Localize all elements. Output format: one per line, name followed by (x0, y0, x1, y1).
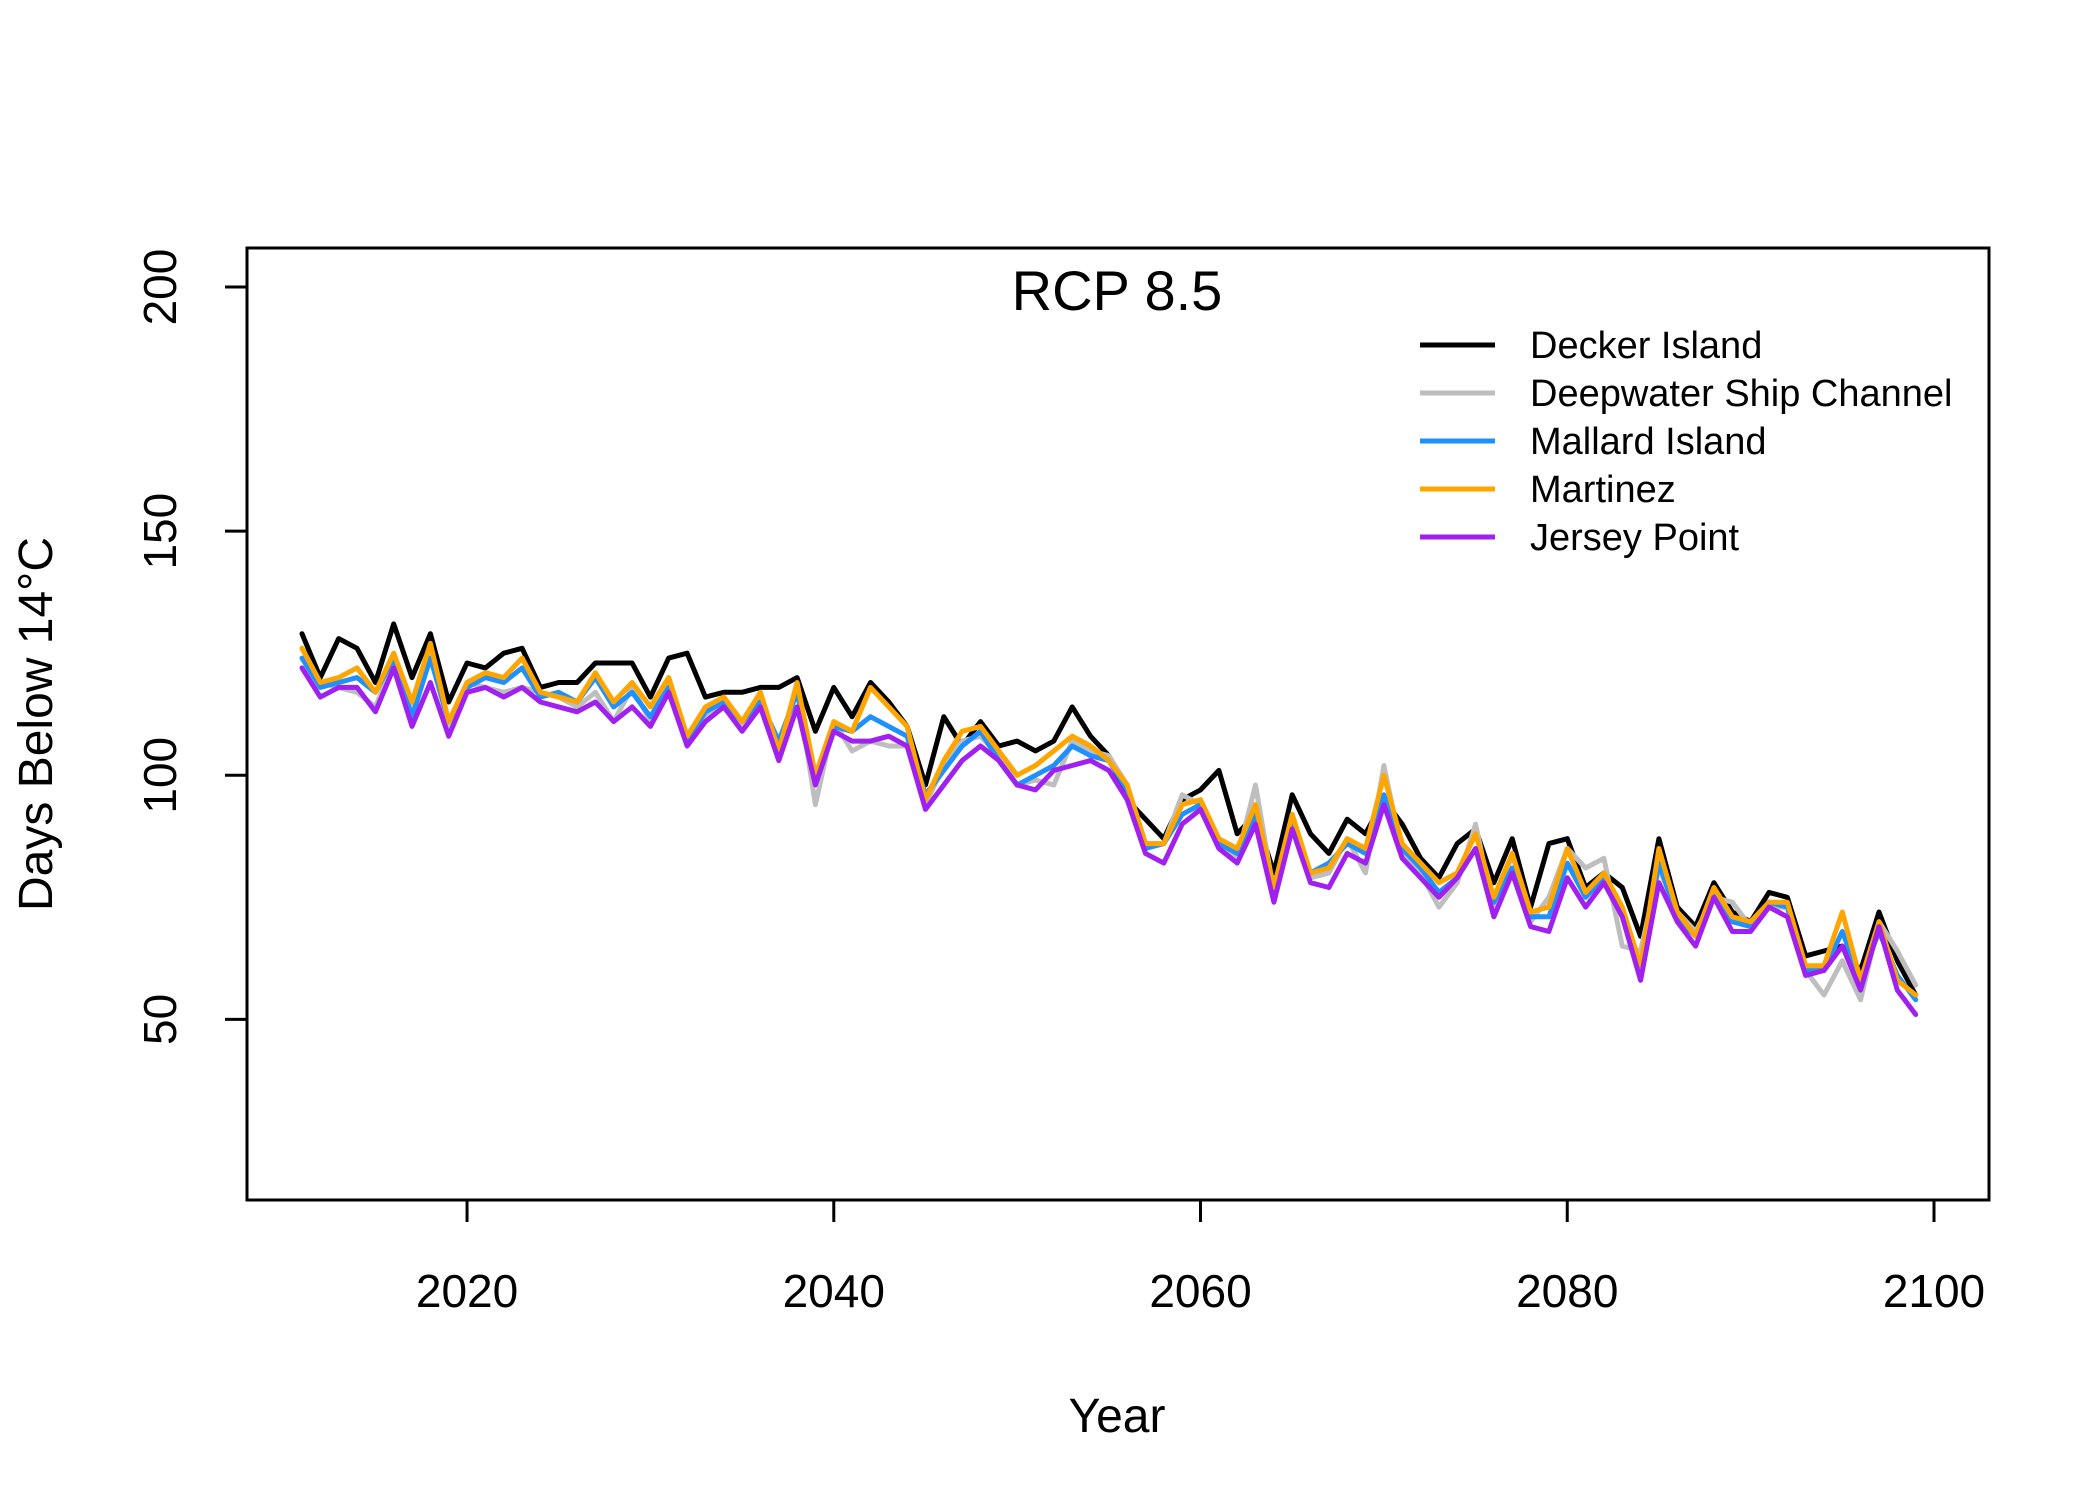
series-line-jersey-point (299, 665, 1919, 1017)
x-tick-label: 2040 (783, 1265, 885, 1317)
x-tick-label: 2060 (1149, 1265, 1251, 1317)
series-line-mallard-island (299, 655, 1919, 1003)
y-axis-title: Days Below 14°C (10, 537, 63, 911)
x-axis-title: Year (1069, 1390, 1166, 1443)
x-tick-label: 2100 (1883, 1265, 1985, 1317)
x-tick-label: 2020 (416, 1265, 518, 1317)
y-axis: 50 100 150 200 (134, 249, 249, 1045)
legend-label-martinez: Martinez (1530, 469, 1676, 511)
y-tick-label: 100 (134, 737, 186, 814)
legend-label-decker-island: Decker Island (1530, 325, 1762, 367)
y-tick-label: 50 (134, 994, 186, 1045)
x-tick-label: 2080 (1516, 1265, 1618, 1317)
legend-label-deepwater-ship-channel: Deepwater Ship Channel (1530, 373, 1953, 415)
y-tick-label: 200 (134, 249, 186, 326)
series-lines (299, 621, 1919, 1017)
x-axis: 2020 2040 2060 2080 2100 (416, 1198, 1985, 1317)
series-line-martinez (299, 640, 1919, 998)
legend-label-jersey-point: Jersey Point (1530, 517, 1740, 559)
legend: Decker Island Deepwater Ship Channel Malla… (1420, 325, 1953, 559)
chart-title: RCP 8.5 (1012, 259, 1223, 322)
y-tick-label: 150 (134, 493, 186, 570)
legend-label-mallard-island: Mallard Island (1530, 421, 1767, 463)
series-line-decker-island (299, 621, 1919, 998)
